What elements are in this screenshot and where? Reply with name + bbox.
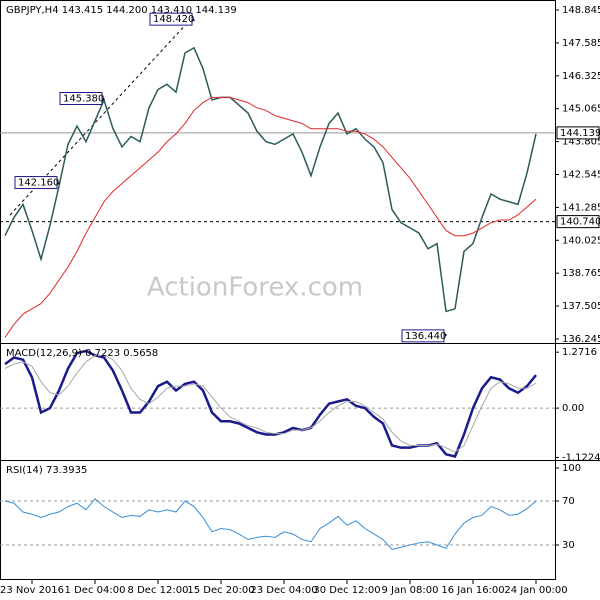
annotation-label: 142.160 <box>18 178 59 189</box>
y-tick-label: 100 <box>562 463 581 474</box>
annotation-box <box>149 12 193 26</box>
y-tick-label: 70 <box>562 496 575 507</box>
panel-title: MACD(12,26,9) 0.7223 0.5658 <box>6 348 158 359</box>
y-tick-label: 145.065 <box>562 104 600 115</box>
series-line <box>4 354 537 453</box>
annotation-box <box>59 91 103 105</box>
y-tick-label: 138.765 <box>562 268 600 279</box>
level-label: 140.740 <box>560 217 600 228</box>
y-tick-label: 1.2716 <box>562 347 597 358</box>
level-box <box>556 126 600 140</box>
x-tick-label: 9 Jan 08:00 <box>382 585 439 596</box>
y-tick-label: 146.325 <box>562 71 600 82</box>
series-line <box>4 498 537 550</box>
x-tick-label: 8 Dec 12:00 <box>128 585 189 596</box>
y-tick-label: 147.585 <box>562 38 600 49</box>
level-label: 144.139 <box>560 128 600 139</box>
y-tick-label: 148.845 <box>562 5 600 16</box>
y-tick-label: 0.00 <box>562 403 584 414</box>
y-tick-label: 140.025 <box>562 235 600 246</box>
y-tick-label: 137.505 <box>562 301 600 312</box>
x-tick-label: 30 Dec 12:00 <box>313 585 380 596</box>
annotation-box <box>14 176 58 190</box>
series-line <box>4 46 537 313</box>
y-tick-label: 141.285 <box>562 202 600 213</box>
annotation-label: 148.420 <box>153 14 194 25</box>
series-line <box>4 96 537 338</box>
panel-title: GBPJPY,H4 143.415 144.200 143.410 144.13… <box>6 5 237 16</box>
y-tick-label: 136.245 <box>562 334 600 345</box>
annotation-box <box>401 329 445 343</box>
annotation-label: 136.440 <box>405 331 446 342</box>
x-tick-label: 16 Jan 16:00 <box>441 585 504 596</box>
watermark: ActionForex.com <box>147 273 363 303</box>
x-tick-label: 23 Dec 04:00 <box>250 585 317 596</box>
series-line <box>4 349 537 458</box>
y-tick-label: -1.1224 <box>562 452 600 463</box>
panel-title: RSI(14) 73.3935 <box>6 465 87 476</box>
x-tick-label: 23 Nov 2016 <box>0 585 64 596</box>
level-box <box>556 215 600 229</box>
x-tick-label: 24 Jan 00:00 <box>504 585 567 596</box>
y-tick-label: 143.805 <box>562 137 600 148</box>
y-tick-label: 142.545 <box>562 170 600 181</box>
y-tick-label: 30 <box>562 540 575 551</box>
x-tick-label: 15 Dec 20:00 <box>187 585 254 596</box>
annotation-label: 145.380 <box>63 93 104 104</box>
x-tick-label: 1 Dec 04:00 <box>65 585 126 596</box>
